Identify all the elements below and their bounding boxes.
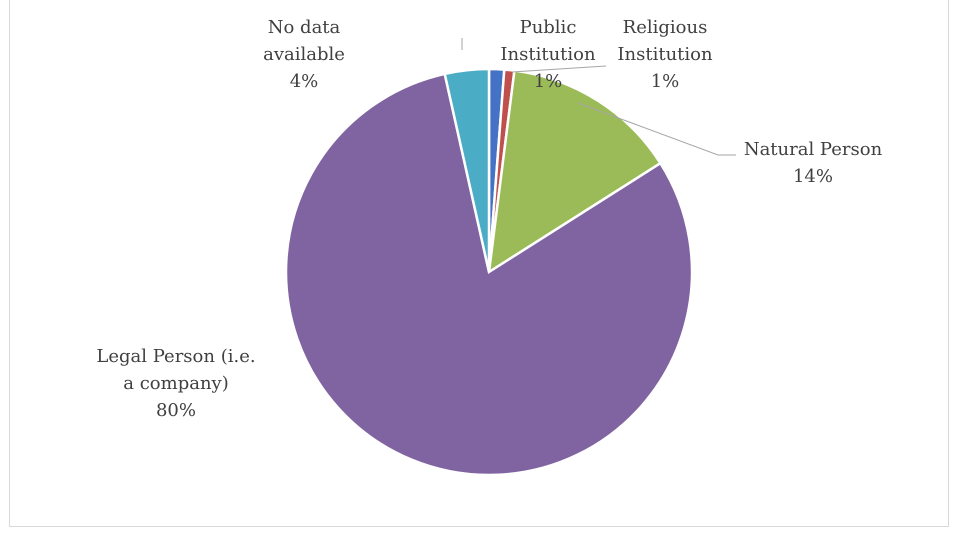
pie-slice-legal-person <box>284 72 694 477</box>
data-label-legal-person: Legal Person (i.e. a company) 80% <box>96 346 255 421</box>
leader-line-natural-person <box>577 102 736 156</box>
chart-area <box>9 0 949 527</box>
data-label-religious-institution: Religious Institution 1% <box>617 17 713 92</box>
data-label-natural-person: Natural Person 14% <box>744 139 883 187</box>
data-label-public-institution: Public Institution 1% <box>500 17 596 92</box>
leader-line-religious-institution <box>511 65 607 73</box>
pie-slice-no-data-available <box>443 67 491 273</box>
pie-slice-natural-person <box>487 69 663 275</box>
data-label-no-data-available: No data available 4% <box>263 17 345 92</box>
